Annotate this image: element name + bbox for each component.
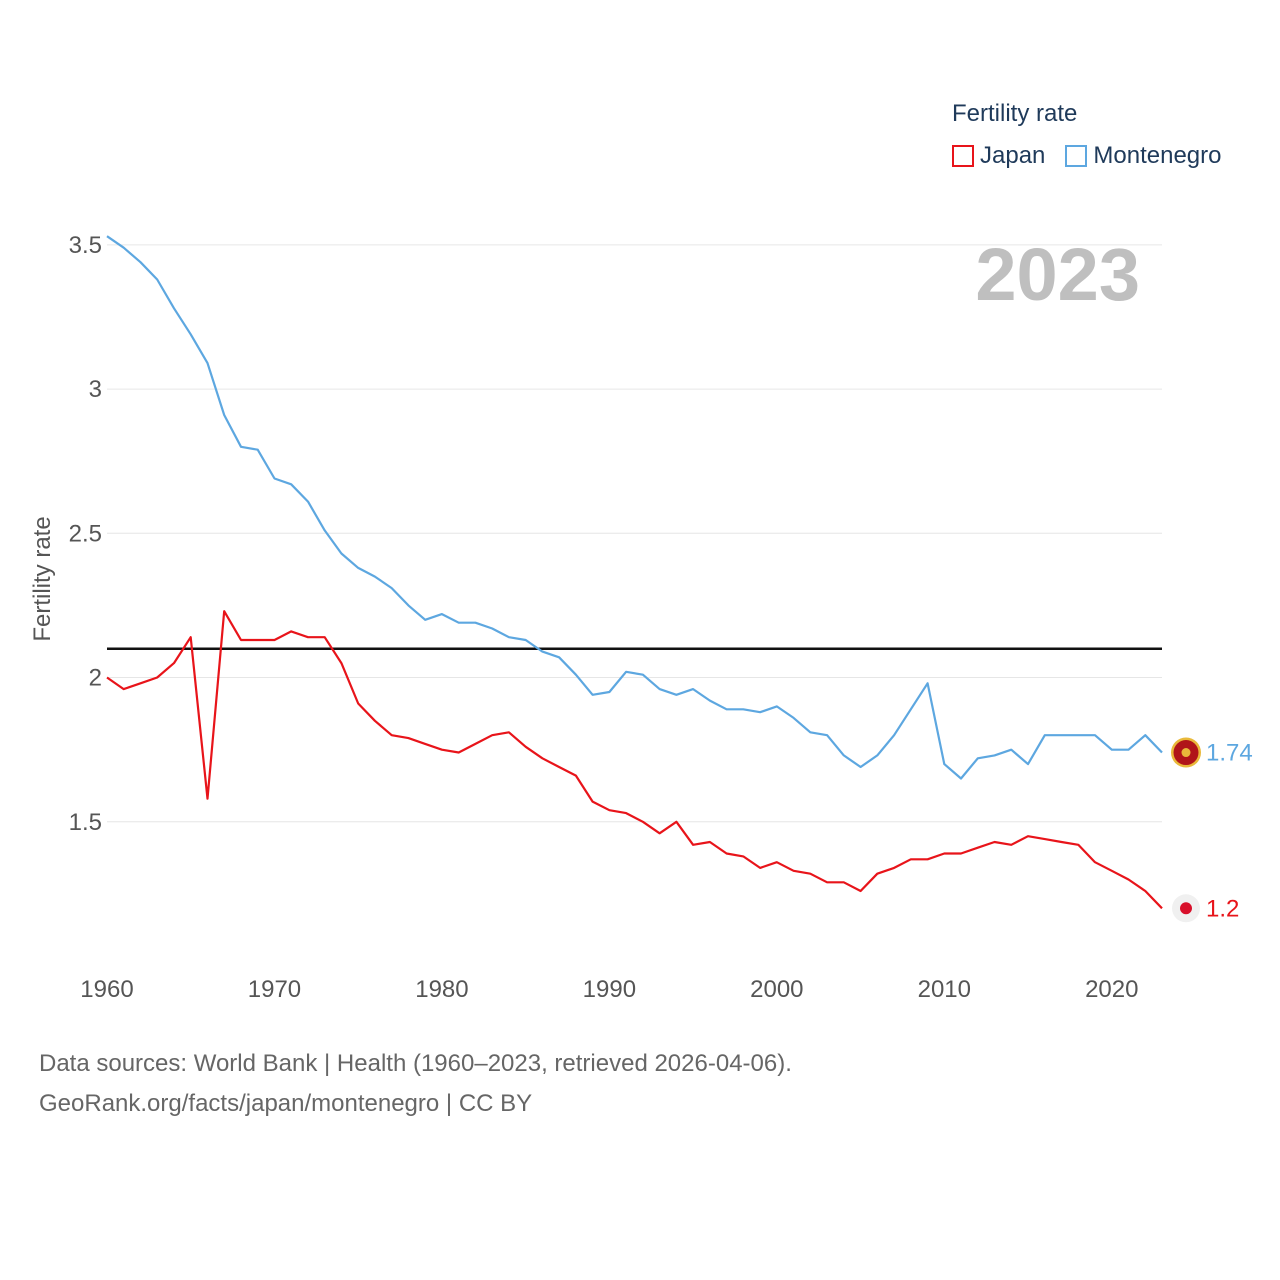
y-tick-label: 3 [89,376,102,403]
series-line-montenegro[interactable] [106,235,1163,780]
gridlines [107,244,1162,823]
sources-line-1: Data sources: World Bank | Health (1960–… [39,1050,792,1077]
x-tick-label: 1980 [415,976,468,1003]
legend-title: Fertility rate [952,100,1078,127]
end-value-label-montenegro: 1.74 [1206,740,1253,767]
legend-swatch-japan [952,145,974,167]
x-tick-label: 1970 [248,976,301,1003]
current-year-label: 2023 [975,233,1140,316]
x-tick-label: 1990 [583,976,636,1003]
data-sources: Data sources: World Bank | Health (1960–… [39,1044,792,1124]
legend-item-montenegro[interactable]: Montenegro [1065,142,1221,170]
japan-flag-disc [1180,902,1192,915]
legend-item-japan[interactable]: Japan [952,142,1045,170]
y-axis-ticks: 1.5 2 2.5 3 3.5 [69,232,102,836]
sources-line-2[interactable]: GeoRank.org/facts/japan/montenegro | CC … [39,1090,533,1117]
end-value-label-japan: 1.2 [1206,895,1239,922]
x-tick-label: 1960 [80,976,133,1003]
end-markers: 1.2 1.74 [1171,737,1253,923]
x-axis-ticks: 1960 1970 1980 1990 2000 2010 2020 [80,976,1138,1003]
x-tick-label: 2000 [750,976,803,1003]
legend-swatch-montenegro [1065,145,1088,167]
x-tick-label: 2020 [1085,976,1138,1003]
series-group [106,235,1163,910]
legend-label-japan: Japan [980,142,1046,169]
x-tick-label: 2010 [918,976,971,1003]
y-tick-label: 2.5 [69,520,102,547]
legend-label-montenegro: Montenegro [1093,142,1222,169]
y-axis-title: Fertility rate [29,516,56,641]
line-chart: 1.5 2 2.5 3 3.5 1960 1970 1980 1990 2000 2010 2020… [29,232,1253,1003]
montenegro-coat-of-arms [1181,748,1191,758]
y-tick-label: 3.5 [69,232,102,259]
y-tick-label: 2 [89,665,102,692]
legend: Japan Montenegro [952,142,1221,170]
y-tick-label: 1.5 [69,809,102,836]
series-line-japan[interactable] [106,610,1163,910]
